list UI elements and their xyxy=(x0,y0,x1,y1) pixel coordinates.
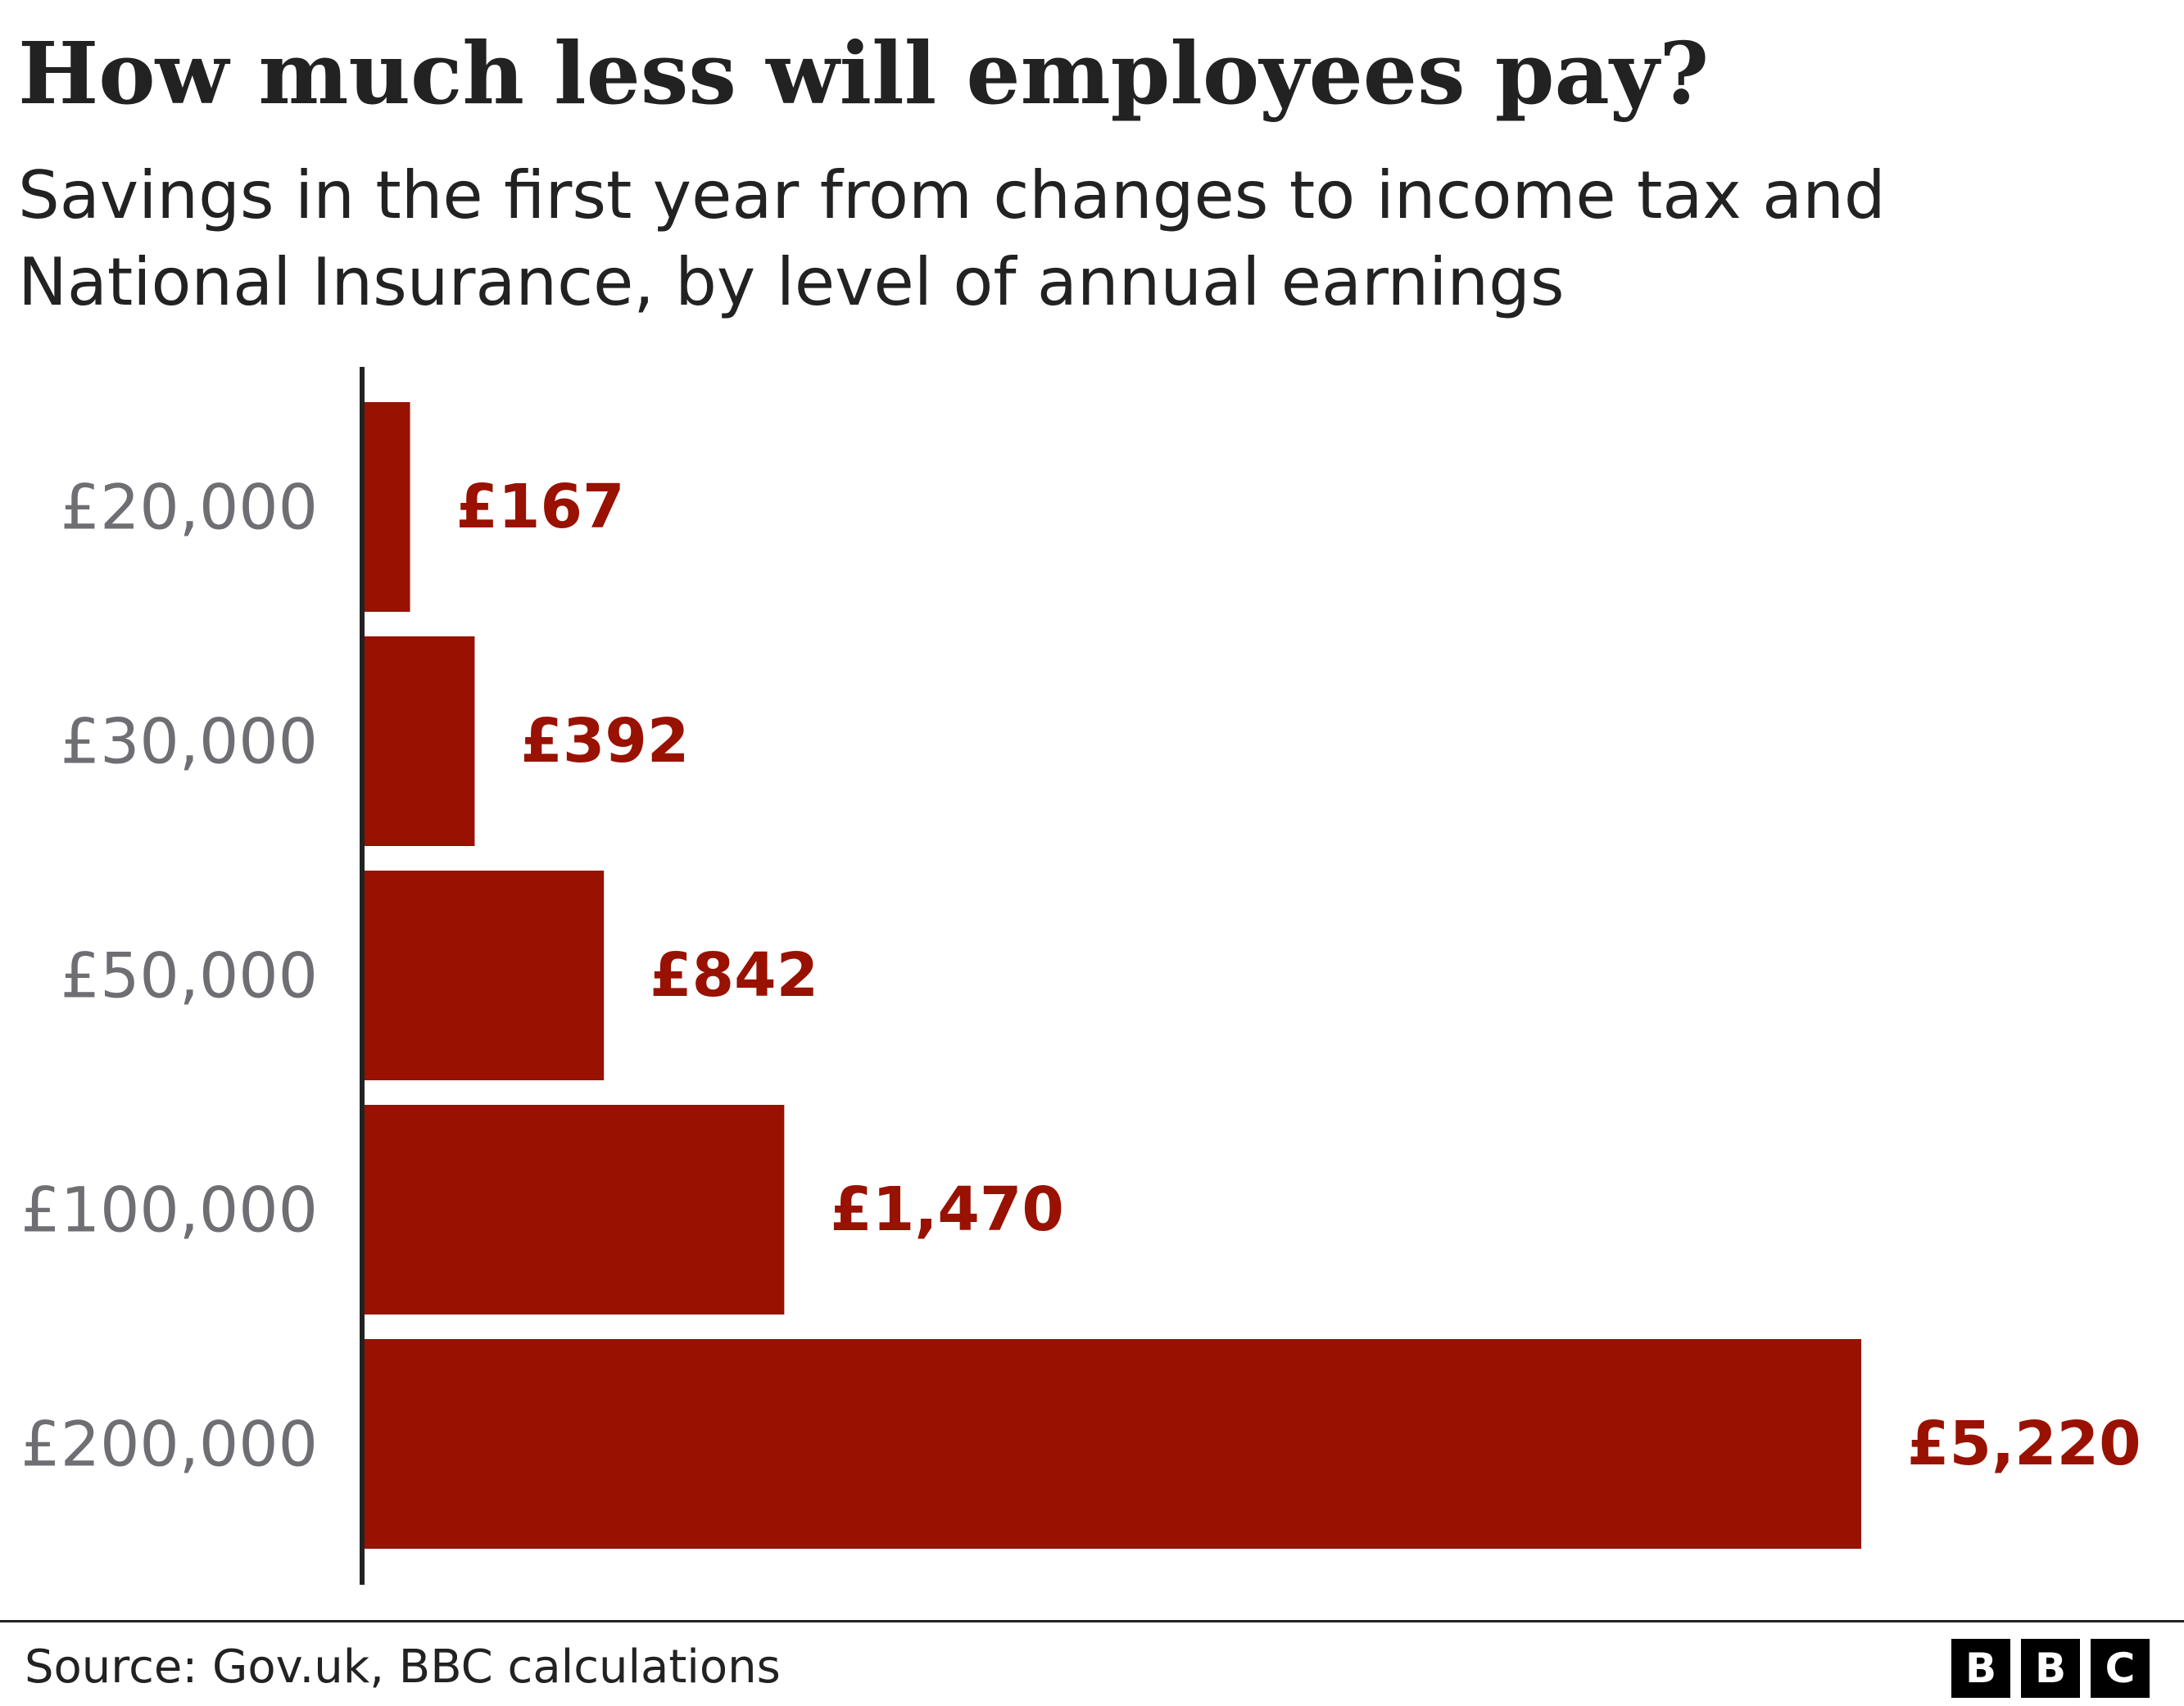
category-label-4: £200,000 xyxy=(20,1408,318,1481)
bar-0 xyxy=(362,402,410,612)
source-note: Source: Gov.uk, BBC calculations xyxy=(25,1640,781,1694)
bar-chart: £20,000 £167 £30,000 £392 £50,000 £842 £100,00… xyxy=(20,367,2141,1585)
bar-1 xyxy=(362,636,475,846)
category-label-2: £50,000 xyxy=(61,939,318,1012)
logo-letter-b1: B xyxy=(1951,1639,2010,1698)
bbc-logo: B B C xyxy=(1951,1639,2150,1698)
chart-subtitle: Savings in the first year from changes t… xyxy=(18,157,1886,320)
value-label-1: £392 xyxy=(520,706,689,776)
bar-2 xyxy=(362,871,605,1080)
chart-title: How much less will employees pay? xyxy=(18,23,1710,124)
bar-3 xyxy=(362,1105,785,1315)
footer-divider xyxy=(0,1620,2184,1622)
value-label-0: £167 xyxy=(456,472,625,542)
category-label-1: £30,000 xyxy=(61,705,318,778)
value-label-2: £842 xyxy=(650,940,818,1011)
value-label-4: £5,220 xyxy=(1907,1409,2141,1479)
value-label-3: £1,470 xyxy=(830,1174,1064,1245)
category-label-3: £100,000 xyxy=(20,1174,318,1247)
logo-letter-c: C xyxy=(2091,1639,2150,1698)
category-label-0: £20,000 xyxy=(61,471,318,544)
bar-4 xyxy=(362,1339,1861,1549)
logo-letter-b2: B xyxy=(2021,1639,2080,1698)
